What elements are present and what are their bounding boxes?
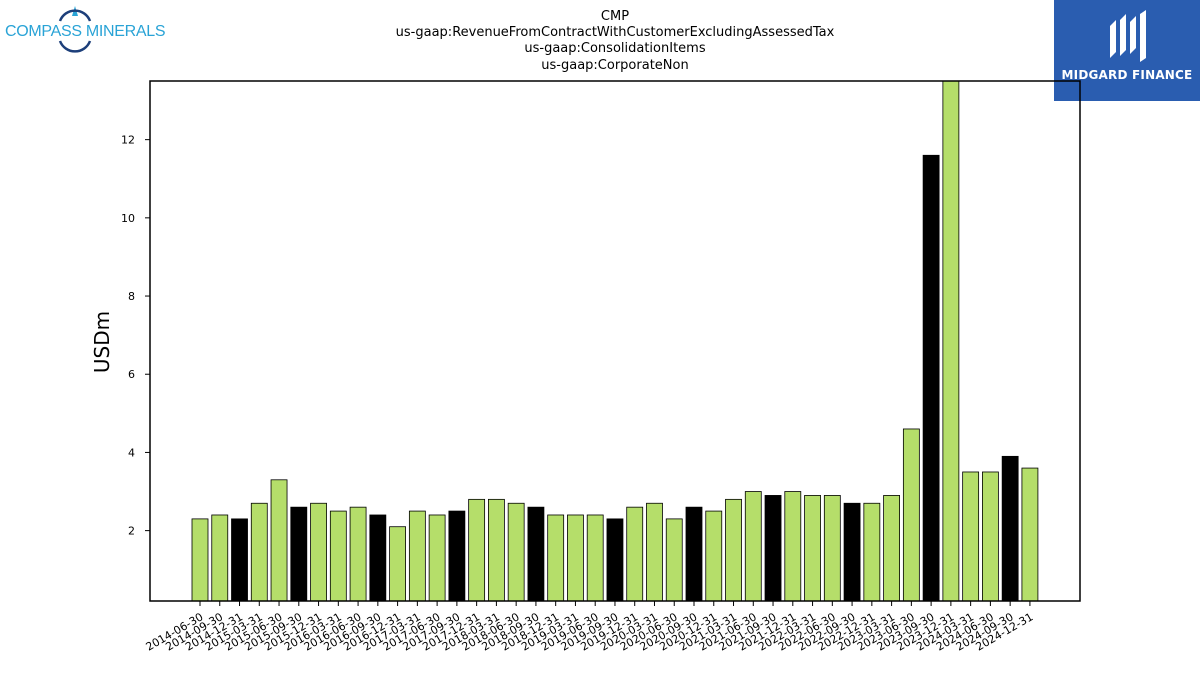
bar-2019-09-30 [606,518,624,602]
midgard-finance-logo: MIDGARD FINANCE [1054,0,1200,101]
bar-2019-03-31 [567,514,584,602]
bar-2024-03-31 [962,471,980,602]
plot-frame [149,80,1081,602]
bar-2021-06-30 [744,491,762,602]
title-line-3: us-gaap:ConsolidationItems [524,41,705,56]
bar-2017-03-31 [408,510,426,602]
bar-2016-12-31 [389,526,407,602]
bar-2020-12-31 [705,510,723,602]
bar-2021-09-30 [764,495,782,602]
bar-2023-03-31 [883,495,900,602]
bar-2017-09-30 [448,510,466,602]
y-tick-label: 8 [128,290,135,303]
bar-2014-12-31 [231,518,248,602]
bar-2015-03-31 [250,502,268,602]
compass-logo-icon [58,6,92,53]
y-axis-ticks: 2 4 6 8 10 12 [121,134,150,538]
bar-2021-03-31 [725,498,742,602]
title-line-2: us-gaap:RevenueFromContractWithCustomerE… [396,25,835,40]
bar-2023-06-30 [902,428,920,602]
bar-2019-12-31 [626,506,644,602]
chart-title: CMP us-gaap:RevenueFromContractWithCusto… [396,9,835,73]
bar-2020-09-30 [685,506,703,602]
x-axis-ticks: 2014-06-302014-09-302014-12-312015-03-31… [144,601,1035,654]
bar-2018-12-31 [547,514,565,602]
y-axis-label: USDm [90,311,114,373]
y-tick-label: 2 [128,525,135,538]
bars-group [191,80,1039,602]
compass-logo-text: COMPASS MINERALS [5,23,166,40]
bar-2023-12-31 [942,80,960,602]
bar-2022-12-31 [863,502,881,602]
bar-2022-09-30 [843,502,861,602]
title-line-1: CMP [601,9,629,24]
compass-minerals-logo: COMPASS MINERALS [4,4,166,56]
y-tick-label: 4 [128,446,135,459]
bar-2017-06-30 [428,514,446,602]
y-tick-label: 6 [128,368,135,381]
y-tick-label: 12 [121,134,135,147]
bar-2018-03-31 [487,498,505,602]
bar-2014-06-30 [191,518,209,602]
midgard-logo-text: MIDGARD FINANCE [1061,68,1193,82]
bar-2016-09-30 [369,514,387,602]
bar-2021-12-31 [784,491,802,602]
midgard-logo-icon [1110,10,1146,62]
bar-2024-12-31 [1021,467,1039,602]
bar-2016-06-30 [349,506,367,602]
bar-2020-03-31 [646,502,663,602]
bar-2023-09-30 [922,154,940,602]
bar-2015-06-30 [270,479,288,602]
bar-2017-12-31 [468,498,486,602]
y-tick-label: 10 [121,212,135,225]
bar-2020-06-30 [665,518,683,602]
bar-2014-09-30 [211,514,229,602]
bar-2022-03-31 [804,495,821,602]
bar-2024-09-30 [1001,455,1019,602]
bar-2024-06-30 [982,471,999,602]
bar-2015-12-31 [310,502,327,602]
bar-2016-03-31 [329,510,347,602]
bar-2019-06-30 [586,514,604,602]
bar-2018-06-30 [507,502,525,602]
bar-2022-06-30 [823,495,841,602]
title-line-4: us-gaap:CorporateNon [541,58,688,73]
bar-2015-09-30 [290,506,308,602]
bar-2018-09-30 [527,506,545,602]
